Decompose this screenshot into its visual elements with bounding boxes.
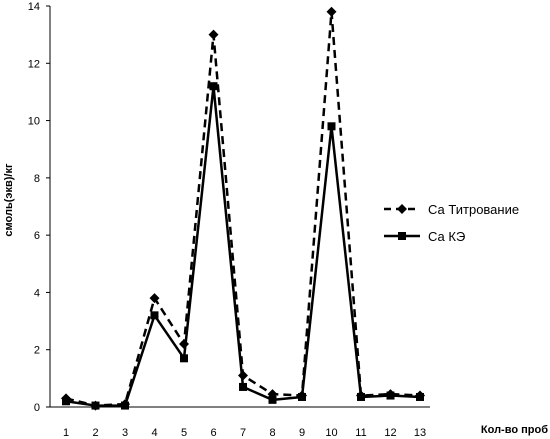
x-tick-label: 5: [181, 427, 187, 439]
data-point-diamond: [149, 293, 160, 304]
x-tick-labels: 1 2 3 4 5 6 7 8 9 10 11 12 13: [63, 427, 426, 439]
x-tick-label: 12: [384, 427, 396, 439]
data-point-square: [327, 122, 336, 131]
y-tick-label: 6: [34, 230, 40, 242]
y-tick-label: 8: [34, 173, 40, 185]
data-point-square: [357, 392, 365, 401]
data-point-square: [180, 354, 188, 363]
data-point-square: [62, 397, 70, 406]
y-axis-label: смоль(экв)/кг: [3, 163, 15, 237]
y-tick-label: 12: [28, 58, 40, 70]
y-tick-label: 4: [34, 287, 40, 299]
legend-item-ce: Са КЭ: [384, 229, 465, 244]
legend-label-titration: Са Титрование: [428, 202, 519, 217]
x-tick-label: 8: [269, 427, 275, 439]
x-tick-label: 10: [325, 427, 337, 439]
legend-diamond-marker: [397, 204, 407, 214]
data-point-square: [298, 392, 306, 401]
data-point-square: [121, 401, 129, 410]
x-tick-label: 7: [240, 427, 246, 439]
data-point-square: [386, 391, 395, 400]
x-tick-label: 11: [355, 427, 366, 439]
data-point-square: [209, 82, 218, 91]
series-line: [65, 10, 421, 407]
series-lines: [61, 6, 425, 411]
data-point-square: [91, 401, 100, 410]
y-tick-label: 0: [34, 402, 40, 414]
series-line: [65, 84, 421, 407]
x-axis-label: Кол-во проб: [481, 424, 548, 436]
data-point-square: [239, 382, 247, 391]
series-titration: [61, 6, 425, 411]
x-tick-label: 13: [414, 427, 426, 439]
series-ce: [62, 82, 424, 410]
x-tick-label: 3: [122, 427, 128, 439]
data-point-square: [268, 395, 277, 404]
legend-item-titration: Са Титрование: [384, 202, 519, 217]
legend-square-marker: [398, 232, 406, 240]
y-tick-label: 14: [28, 1, 40, 13]
x-tick-label: 9: [299, 427, 305, 439]
x-tick-label: 6: [210, 427, 216, 439]
y-tick-label: 2: [34, 345, 40, 357]
y-tick-labels: 0 2 4 6 8 10 12 14: [28, 1, 50, 414]
x-tick-label: 4: [151, 427, 157, 439]
data-point-square: [150, 311, 159, 320]
y-tick-label: 10: [28, 116, 40, 128]
x-tick-label: 2: [92, 427, 98, 439]
data-point-diamond: [208, 29, 219, 40]
legend: Са Титрование Са КЭ: [384, 202, 519, 244]
data-point-square: [416, 392, 424, 401]
x-tick-label: 1: [63, 427, 69, 439]
legend-label-ce: Са КЭ: [428, 229, 465, 244]
data-point-diamond: [326, 6, 337, 17]
